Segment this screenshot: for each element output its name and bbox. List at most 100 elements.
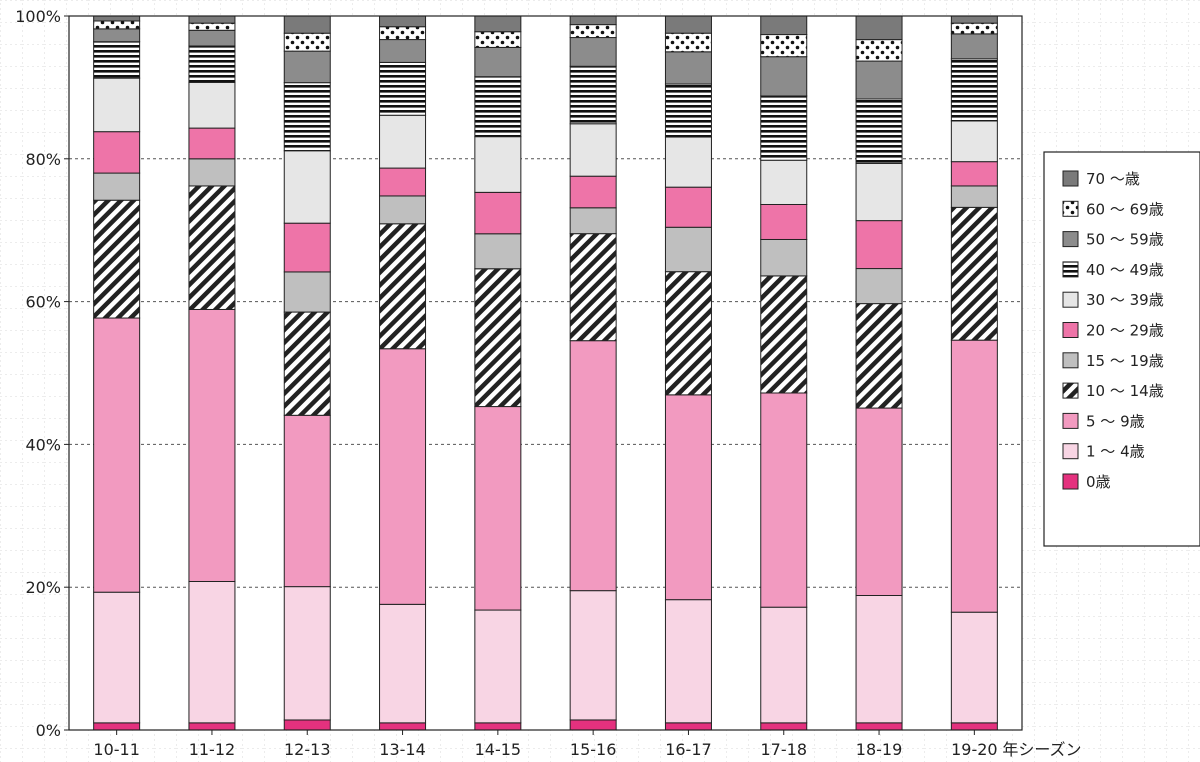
legend-label: 1 〜 4歳 <box>1086 443 1145 461</box>
bar-segment <box>283 15 331 34</box>
x-tick-label: 10-11 <box>93 740 140 759</box>
bar-stack <box>93 15 141 731</box>
bar-segment <box>760 56 808 97</box>
bar-segment <box>283 719 331 731</box>
bar-segment <box>855 162 903 222</box>
bar-segment <box>950 185 998 208</box>
bar-segment <box>188 81 236 129</box>
bar-segment <box>855 407 903 596</box>
plot-frame <box>68 15 1023 731</box>
bar-segment <box>474 268 522 408</box>
bar-segment <box>93 77 141 133</box>
bar-segment <box>950 120 998 163</box>
bar-segment <box>950 15 998 24</box>
bar-segment <box>93 317 141 593</box>
bar-segment <box>93 20 141 30</box>
x-tick-label: 17-18 <box>761 740 808 759</box>
bar-segment <box>569 123 617 177</box>
legend-label: 40 〜 49歳 <box>1086 261 1164 279</box>
x-tick-label: 13-14 <box>379 740 426 759</box>
bar-segment <box>474 31 522 48</box>
bar-segment <box>950 33 998 60</box>
bar-segment <box>474 15 522 33</box>
bar-segment <box>379 114 427 169</box>
bar-segment <box>379 195 427 225</box>
legend: 70 〜歳 60 〜 69歳 50 〜 59歳 40 〜 49歳 30 〜 39歳 20 … <box>1043 151 1200 547</box>
bar-segment <box>474 191 522 235</box>
bar-segment <box>855 220 903 270</box>
bar-segment <box>569 65 617 125</box>
bar-segment <box>188 158 236 187</box>
bar-segment <box>474 136 522 193</box>
bar-segment <box>474 76 522 138</box>
bar-segment <box>379 348 427 605</box>
y-tick-label: 40% <box>25 435 61 454</box>
bar-segment <box>379 603 427 724</box>
bar-segment <box>569 207 617 235</box>
legend-swatch <box>1062 443 1079 460</box>
bar-segment <box>950 161 998 187</box>
bar-stack <box>474 15 522 731</box>
bar-segment <box>93 722 141 731</box>
legend-label: 50 〜 59歳 <box>1086 231 1164 249</box>
bar-segment <box>950 206 998 341</box>
y-axis: 0% 20% 40% 60% 80% 100% <box>15 7 69 740</box>
bar-segment <box>760 203 808 240</box>
bar-segment <box>760 392 808 608</box>
bar-segment <box>760 34 808 58</box>
bar-segment <box>664 83 712 138</box>
bar-stack <box>760 15 808 731</box>
bar-segment <box>283 271 331 313</box>
bar-stack <box>950 15 998 731</box>
bar-segment <box>664 271 712 396</box>
bar-segment <box>569 233 617 342</box>
bar-segment <box>569 719 617 731</box>
bar-segment <box>664 15 712 34</box>
bar-segment <box>379 167 427 197</box>
bar-segment <box>188 722 236 731</box>
bar-segment <box>474 406 522 611</box>
bar-segment <box>188 29 236 47</box>
x-tick-label: 11-12 <box>189 740 236 759</box>
legend-swatch <box>1062 473 1079 490</box>
bar-segment <box>855 39 903 62</box>
legend-swatch <box>1062 261 1079 278</box>
bar-segment <box>760 606 808 724</box>
legend-swatch <box>1062 231 1079 248</box>
legend-swatch <box>1062 291 1079 308</box>
x-axis-unit-label: 年シーズン <box>1002 740 1081 759</box>
bar-segment <box>950 58 998 122</box>
bar-segment <box>93 41 141 79</box>
bar-segment <box>188 185 236 310</box>
bar-stack <box>379 15 427 731</box>
bar-segment <box>188 45 236 83</box>
bar-segment <box>569 37 617 67</box>
bar-segment <box>379 223 427 350</box>
bar-segment <box>664 599 712 724</box>
bar-segment <box>760 15 808 36</box>
bar-stack <box>569 15 617 731</box>
bar-segment <box>855 268 903 305</box>
legend-swatch <box>1062 200 1079 217</box>
bar-segment <box>664 722 712 731</box>
bar-segment <box>379 26 427 41</box>
bar-stack <box>664 15 712 731</box>
bar-segment <box>379 39 427 63</box>
x-tick-label: 15-16 <box>570 740 617 759</box>
legend-swatch <box>1062 322 1079 338</box>
legend-label: 15 〜 19歳 <box>1086 352 1164 370</box>
bar-segment <box>569 340 617 592</box>
bar-stack <box>188 15 236 731</box>
legend-label: 60 〜 69歳 <box>1086 200 1164 218</box>
bar-segment <box>664 186 712 228</box>
x-tick-label: 19-20 <box>951 740 998 759</box>
legend-label: 30 〜 39歳 <box>1086 291 1164 309</box>
bar-segment <box>760 159 808 205</box>
legend-swatch <box>1062 412 1079 429</box>
bar-segment <box>188 15 236 24</box>
bar-segment <box>760 95 808 161</box>
bar-segment <box>93 15 141 22</box>
legend-swatch <box>1062 352 1079 369</box>
